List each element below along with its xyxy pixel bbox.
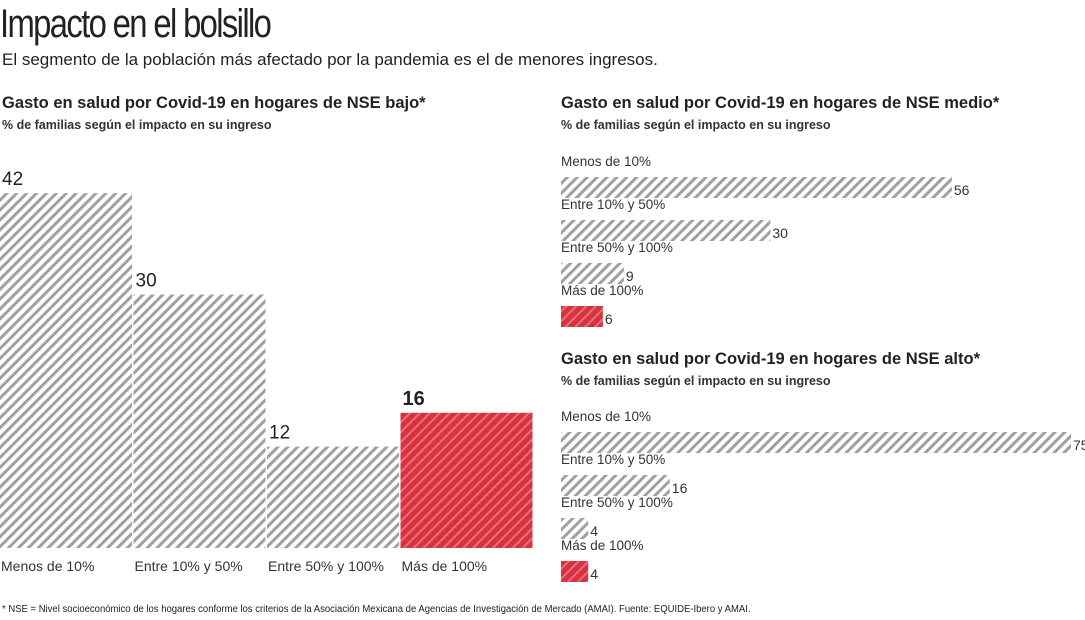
value-label-medio-3: 6 — [605, 311, 613, 327]
chart-alto-subtitle: % de familias según el impacto en su ing… — [561, 374, 831, 388]
value-label-medio-0: 56 — [954, 182, 970, 198]
bar-medio-1 — [561, 220, 771, 241]
chart-bajo-title: Gasto en salud por Covid-19 en hogares d… — [2, 94, 426, 112]
chart-medio-title: Gasto en salud por Covid-19 en hogares d… — [561, 94, 1000, 112]
bar-medio-2 — [561, 263, 624, 284]
bar-alto-2 — [561, 518, 589, 539]
chart-medio-subtitle: % de familias según el impacto en su ing… — [561, 118, 831, 132]
chart-bajo-subtitle: % de familias según el impacto en su ing… — [2, 118, 272, 132]
value-label-bajo-1: 30 — [136, 271, 157, 292]
category-label-bajo-1: Entre 10% y 50% — [135, 558, 243, 574]
category-label-medio-0: Menos de 10% — [561, 154, 651, 169]
category-label-medio-2: Entre 50% y 100% — [561, 240, 673, 255]
value-label-bajo-0: 42 — [2, 169, 23, 190]
chart-alto-title: Gasto en salud por Covid-19 en hogares d… — [561, 350, 981, 368]
bar-bajo-3 — [400, 412, 533, 548]
category-label-medio-1: Entre 10% y 50% — [561, 197, 665, 212]
value-label-bajo-3: 16 — [403, 388, 425, 410]
page-title: Impacto en el bolsillo — [0, 2, 272, 46]
bar-alto-1 — [561, 475, 670, 496]
bar-bajo-1 — [133, 294, 266, 548]
bar-bajo-0 — [0, 193, 132, 548]
bar-alto-0 — [561, 432, 1071, 453]
category-label-bajo-2: Entre 50% y 100% — [268, 558, 384, 574]
value-label-alto-3: 4 — [590, 566, 598, 582]
category-label-alto-0: Menos de 10% — [561, 409, 651, 424]
page-subtitle: El segmento de la población más afectado… — [2, 50, 658, 69]
bar-bajo-2 — [267, 446, 399, 548]
category-label-alto-3: Más de 100% — [561, 538, 644, 553]
bar-alto-3 — [561, 561, 589, 582]
value-label-alto-1: 16 — [672, 480, 688, 496]
category-label-alto-1: Entre 10% y 50% — [561, 452, 665, 467]
bar-medio-0 — [561, 177, 952, 198]
footnote: * NSE = Nivel socioeconómico de los hoga… — [2, 604, 751, 615]
value-label-bajo-2: 12 — [269, 423, 290, 444]
bar-medio-3 — [561, 306, 603, 327]
category-label-bajo-0: Menos de 10% — [1, 558, 94, 574]
value-label-alto-2: 4 — [590, 523, 598, 539]
value-label-medio-2: 9 — [626, 268, 634, 284]
value-label-alto-0: 75 — [1073, 437, 1085, 453]
category-label-medio-3: Más de 100% — [561, 283, 644, 298]
value-label-medio-1: 30 — [772, 225, 788, 241]
category-label-alto-2: Entre 50% y 100% — [561, 495, 673, 510]
category-label-bajo-3: Más de 100% — [402, 558, 488, 574]
